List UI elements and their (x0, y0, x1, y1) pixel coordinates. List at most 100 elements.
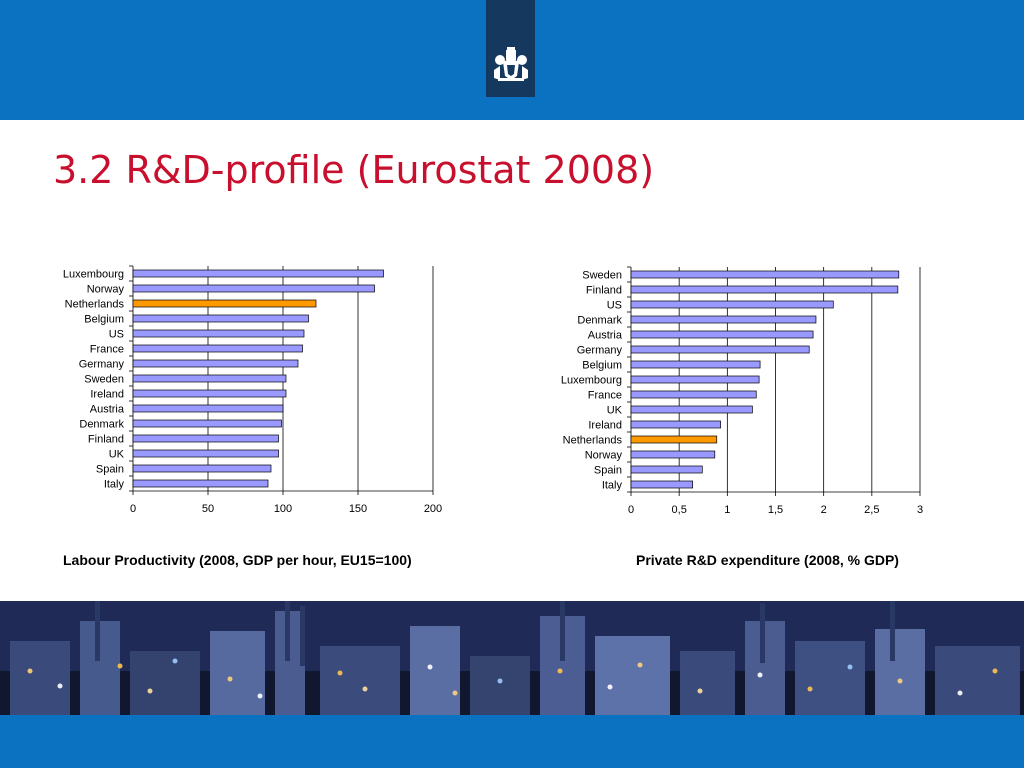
x-tick-label: 100 (274, 503, 292, 515)
private-rd-caption: Private R&D expenditure (2008, % GDP) (636, 552, 899, 568)
bar-norway (630, 450, 716, 459)
y-category-label: Italy (602, 480, 623, 492)
y-category-label: UK (109, 449, 125, 461)
coat-of-arms-logo-icon (494, 47, 528, 81)
plant-light (697, 688, 703, 694)
plant-light (362, 686, 368, 692)
y-category-label: Denmark (577, 315, 622, 327)
x-tick-label: 0 (628, 504, 634, 516)
bar-belgium (630, 360, 761, 369)
bar-finland (132, 434, 279, 443)
y-category-label: Belgium (84, 314, 124, 326)
y-category-label: Germany (577, 345, 623, 357)
y-category-label: France (90, 344, 124, 356)
bar-austria (132, 404, 284, 413)
plant-light (172, 658, 178, 664)
plant-building (130, 651, 200, 715)
labour-productivity-chart: 0 50 100 150 200 Luxembourg Norway Netherlands B… (40, 258, 470, 520)
bar-luxembourg (132, 269, 384, 278)
plant-light (637, 662, 643, 668)
plant-light (897, 678, 903, 684)
y-category-label: Luxembourg (561, 375, 622, 387)
y-category-label: Ireland (588, 420, 622, 432)
y-category-label: Spain (96, 464, 124, 476)
y-category-label: Sweden (582, 270, 622, 282)
plant-light (337, 670, 343, 676)
bar-norway (132, 284, 375, 293)
plant-light (607, 684, 613, 690)
bar-ireland (132, 389, 287, 398)
plant-building (680, 651, 735, 715)
plant-light (757, 672, 763, 678)
plant-light (27, 668, 33, 674)
plant-light (117, 663, 123, 669)
y-category-label: Austria (588, 330, 623, 342)
x-tick-label: 1,5 (768, 504, 783, 516)
bar-italy (132, 479, 269, 488)
x-tick-label: 50 (202, 503, 214, 515)
y-category-label: Denmark (79, 419, 124, 431)
bar-austria (630, 330, 814, 339)
y-category-label: Spain (594, 465, 622, 477)
bar-germany (132, 359, 299, 368)
bar-sweden (132, 374, 287, 383)
bar-belgium (132, 314, 309, 323)
chimney-stack (285, 601, 290, 661)
plant-light (807, 686, 813, 692)
bar-us (132, 329, 305, 338)
labour-productivity-caption: Labour Productivity (2008, GDP per hour,… (63, 552, 412, 568)
bar-italy (630, 480, 694, 489)
y-category-label: Netherlands (563, 435, 623, 447)
plant-building (10, 641, 70, 715)
bar-spain (630, 465, 703, 474)
y-category-label: Finland (88, 434, 124, 446)
plant-building (935, 646, 1020, 715)
x-tick-label: 200 (424, 503, 442, 515)
bottom-footer-band (0, 715, 1024, 768)
y-category-label: US (109, 329, 124, 341)
bar-france (630, 390, 757, 399)
chimney-stack (95, 601, 100, 661)
bar-luxembourg (630, 375, 760, 384)
y-category-label: Netherlands (65, 299, 125, 311)
plant-light (257, 693, 263, 699)
y-category-label: Norway (585, 450, 623, 462)
plant-building (595, 636, 670, 715)
bar-denmark (630, 315, 817, 324)
bar-denmark (132, 419, 282, 428)
logo-tab (486, 0, 535, 97)
x-tick-label: 3 (917, 504, 923, 516)
plant-building (875, 629, 925, 715)
bar-uk (132, 449, 279, 458)
chimney-stack (560, 601, 565, 661)
y-category-label: Italy (104, 479, 125, 491)
y-category-label: Ireland (90, 389, 124, 401)
chimney-stack (890, 601, 895, 661)
x-tick-label: 1 (724, 504, 730, 516)
bar-finland (630, 285, 899, 294)
y-category-label: Belgium (582, 360, 622, 372)
industrial-night-skyline-image (0, 601, 1024, 715)
y-category-label: Norway (87, 284, 125, 296)
plant-building (410, 626, 460, 715)
plant-light (497, 678, 503, 684)
y-category-label: Luxembourg (63, 269, 124, 281)
y-category-label: Austria (90, 404, 125, 416)
bar-sweden (630, 270, 900, 279)
chimney-stack (300, 606, 305, 666)
labour-productivity-chart-svg: 0 50 100 150 200 Luxembourg Norway Netherlands B… (63, 265, 442, 515)
plant-building (795, 641, 865, 715)
plant-light (557, 668, 563, 674)
bar-netherlands (630, 435, 718, 444)
bar-germany (630, 345, 810, 354)
x-tick-label: 2 (821, 504, 827, 516)
plant-light (847, 664, 853, 670)
plant-light (147, 688, 153, 694)
x-tick-label: 150 (349, 503, 367, 515)
plant-light (57, 683, 63, 689)
y-category-label: US (607, 300, 622, 312)
bar-france (132, 344, 303, 353)
plant-light (992, 668, 998, 674)
chimney-stack (760, 603, 765, 663)
skyline-graphic (0, 601, 1024, 715)
